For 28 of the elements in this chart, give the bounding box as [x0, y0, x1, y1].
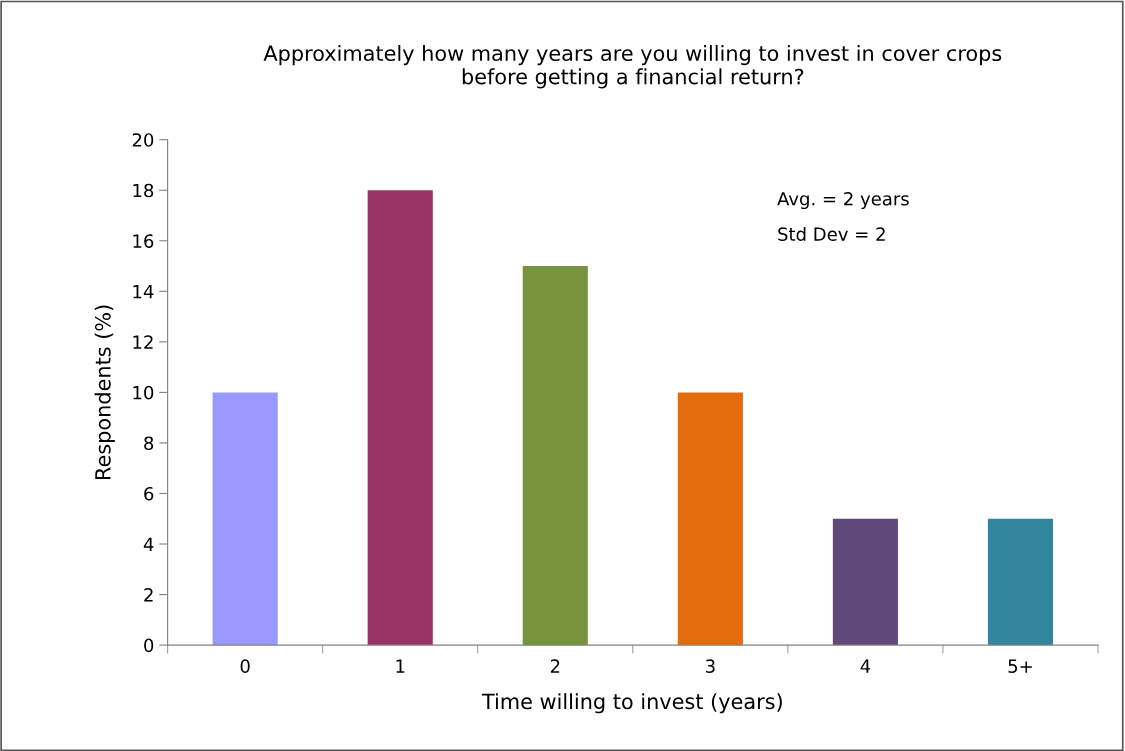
bar	[522, 266, 588, 646]
bar	[367, 190, 433, 646]
y-tick-label: 16	[133, 234, 154, 248]
annotation: Avg. = 2 years	[777, 191, 909, 210]
chart-title: Approximately how many years are you willing to invest in cover crops before getting a financial return?	[263, 44, 1002, 89]
bar	[677, 392, 743, 646]
y-tick-label: 2	[144, 588, 153, 602]
bar	[832, 518, 898, 646]
y-tick-label: 0	[144, 638, 154, 653]
y-tick-label: 20	[132, 133, 154, 147]
x-tick-label: 5+	[1008, 659, 1032, 673]
y-tick-label: 10	[133, 385, 154, 400]
y-tick-label: 18	[133, 183, 154, 198]
x-tick-label: 2	[550, 659, 560, 673]
x-tick-label: 3	[705, 659, 715, 673]
y-tick-label: 12	[133, 335, 153, 349]
bar	[212, 392, 278, 646]
y-tick-label: 14	[133, 285, 154, 299]
x-tick-label: 1	[396, 659, 405, 673]
x-tick-label: 0	[240, 659, 250, 673]
y-tick-label: 6	[144, 486, 154, 501]
y-axis-title: Respondents (%)	[94, 305, 115, 480]
annotation: Std Dev = 2	[778, 226, 885, 241]
y-tick-label: 8	[144, 436, 154, 451]
bar	[987, 518, 1054, 646]
y-tick-label: 4	[143, 537, 154, 551]
x-tick-label: 4	[860, 659, 871, 673]
x-axis-title: Time willing to invest (years)	[481, 693, 782, 714]
